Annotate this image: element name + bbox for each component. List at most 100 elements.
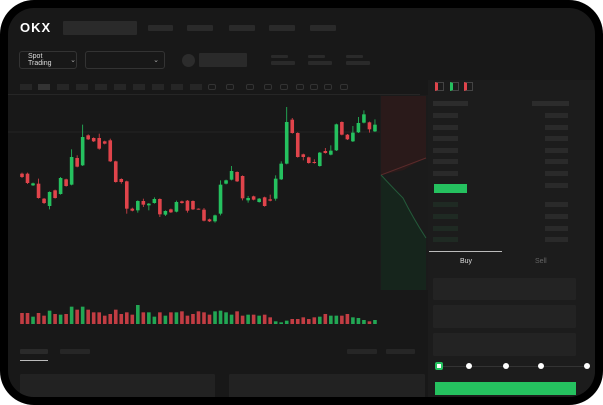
chart-tool-icon[interactable] [324, 84, 332, 90]
candle-body [213, 215, 217, 222]
slider-stop[interactable] [503, 363, 509, 369]
tab-order-history[interactable] [60, 349, 90, 354]
stat-label [308, 55, 325, 58]
stat-value [346, 61, 370, 65]
timeframe-button[interactable] [133, 84, 145, 90]
filter-button[interactable] [347, 349, 377, 354]
chart-tool-icon[interactable] [310, 84, 318, 90]
divider [8, 94, 420, 95]
ask-amount [545, 183, 568, 188]
candle-body [290, 119, 295, 133]
timeframe-button[interactable] [171, 84, 183, 90]
candle-body [224, 180, 228, 184]
filter-button[interactable] [386, 349, 415, 354]
depth-bids-area [381, 175, 426, 290]
candle-body [47, 192, 52, 206]
slider-stop[interactable] [538, 363, 544, 369]
volume-bar [284, 320, 289, 324]
spot-trading-selector[interactable]: Spot Trading ⌄ [19, 51, 77, 69]
buy-tab-underline [429, 251, 502, 252]
volume-bar [69, 306, 74, 324]
volume-bar [169, 312, 173, 324]
nav-item[interactable] [148, 25, 173, 31]
volume-bar [80, 306, 85, 324]
price-input[interactable] [433, 278, 576, 300]
timeframe-button[interactable] [76, 84, 88, 90]
volume-bar [334, 315, 339, 324]
volume-bar [202, 312, 206, 324]
chevron-down-icon: ⌄ [70, 57, 76, 64]
nav-item[interactable] [229, 25, 255, 31]
volume-bar [290, 319, 295, 324]
tab-open-orders[interactable] [20, 349, 48, 354]
chart-tool-icon[interactable] [340, 84, 348, 90]
orders-card [20, 374, 215, 397]
timeframe-button[interactable] [114, 84, 126, 90]
nav-item[interactable] [310, 25, 336, 31]
tab-sell[interactable]: Sell [535, 258, 547, 265]
stat-value [308, 61, 332, 65]
candle-body [202, 209, 206, 221]
candle-body [301, 154, 306, 157]
volume-bar [31, 316, 35, 324]
bid-price [433, 237, 458, 242]
nav-item[interactable] [187, 25, 213, 31]
volume-bar [163, 315, 168, 324]
candlestick-chart[interactable] [8, 8, 595, 397]
slider-stop[interactable] [584, 363, 590, 369]
timeframe-button[interactable] [95, 84, 107, 90]
orderbook-asks-icon[interactable] [464, 82, 473, 91]
orderbook-bids-icon[interactable] [450, 82, 459, 91]
candle-body [218, 184, 223, 214]
amount-input[interactable] [433, 305, 576, 328]
chart-tool-icon[interactable] [246, 84, 254, 90]
volume-bar [86, 309, 90, 324]
ask-amount [545, 113, 568, 118]
chart-tool-icon[interactable] [208, 84, 216, 90]
volume-bar [323, 314, 328, 324]
orderbook-header [433, 101, 468, 106]
ask-amount [545, 159, 568, 164]
chart-tool-icon[interactable] [296, 84, 304, 90]
candle-body [191, 201, 195, 210]
volume-bar [224, 312, 228, 324]
pair-selector[interactable]: ⌄ [85, 51, 165, 69]
volume-bar [213, 311, 217, 324]
volume-bar [268, 317, 272, 324]
coin-icon [182, 54, 195, 67]
timeframe-button[interactable] [190, 84, 202, 90]
volume-bar [246, 314, 250, 324]
search-bar[interactable] [63, 21, 137, 35]
timeframe-button[interactable] [20, 84, 32, 90]
ask-amount [545, 136, 568, 141]
chart-tool-icon[interactable] [264, 84, 272, 90]
volume-bar [218, 310, 223, 324]
ask-amount [545, 171, 568, 176]
ask-price [433, 113, 458, 118]
timeframe-button[interactable] [57, 84, 69, 90]
slider-stop[interactable] [435, 362, 443, 370]
candle-body [58, 178, 63, 194]
chart-tool-icon[interactable] [280, 84, 288, 90]
total-input[interactable] [433, 333, 576, 356]
timeframe-button[interactable] [38, 84, 50, 90]
candle-body [152, 199, 157, 203]
volume-bar [147, 312, 151, 324]
chart-tool-icon[interactable] [226, 84, 234, 90]
orderbook-both-icon[interactable] [435, 82, 444, 91]
volume-bar [240, 315, 245, 324]
tab-buy[interactable]: Buy [460, 258, 473, 265]
candle-body [196, 208, 201, 210]
candle-body [80, 137, 85, 166]
volume-bar [273, 321, 278, 324]
amount-slider-track[interactable] [439, 366, 587, 367]
buy-button[interactable] [435, 382, 576, 395]
timeframe-button[interactable] [152, 84, 164, 90]
candle-body [373, 124, 377, 132]
volume-bar [64, 314, 68, 324]
candle-body [108, 140, 113, 162]
nav-item[interactable] [269, 25, 295, 31]
last-price [434, 184, 467, 193]
candle-body [180, 201, 184, 203]
slider-stop[interactable] [466, 363, 472, 369]
